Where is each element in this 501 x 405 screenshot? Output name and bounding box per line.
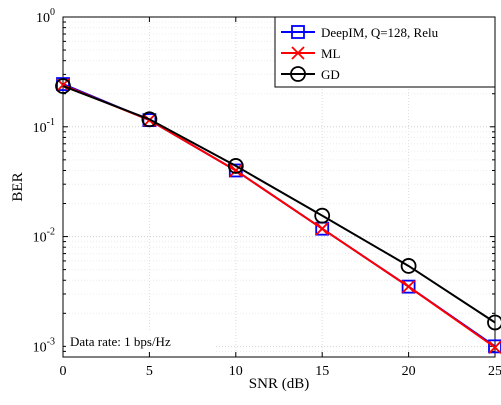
series-line <box>62 83 496 348</box>
x-marker <box>291 46 305 60</box>
legend: DeepIM, Q=128, Relu ML GD <box>274 16 496 88</box>
square-marker <box>291 25 305 39</box>
axis-ticks: 0 5 10 15 20 25 10-3 10-2 10-1 100 <box>33 7 501 379</box>
annotation-text: Data rate: 1 bps/Hz <box>70 334 171 349</box>
circle-marker <box>290 66 306 82</box>
x-marker <box>229 163 243 178</box>
x-tick-label: 5 <box>146 364 153 379</box>
x-tick-label: 0 <box>60 364 67 379</box>
series-line <box>62 84 496 349</box>
annotation-box <box>66 332 216 352</box>
circle-marker <box>400 258 417 274</box>
x-tick-label: 10 <box>229 364 243 379</box>
circle-marker <box>314 207 331 224</box>
series-x <box>56 78 501 354</box>
legend-label: DeepIM, Q=128, Relu <box>321 25 439 40</box>
x-axis-label: SNR (dB) <box>249 376 309 392</box>
y-tick-label: 10-1 <box>33 117 55 136</box>
x-marker <box>401 279 416 294</box>
x-tick-label: 20 <box>402 364 416 379</box>
x-marker <box>488 340 501 354</box>
circle-marker <box>227 158 244 174</box>
x-tick-label: 15 <box>315 364 329 379</box>
y-axis-label: BER <box>10 172 26 201</box>
series-line <box>62 85 496 324</box>
series <box>55 77 501 354</box>
legend-label: ML <box>321 46 341 61</box>
y-tick-label: 10-2 <box>33 227 55 246</box>
series-square <box>56 77 501 354</box>
y-tick-label: 100 <box>36 7 55 26</box>
legend-label: GD <box>321 67 340 82</box>
x-marker <box>315 222 329 236</box>
square-marker <box>401 279 416 294</box>
circle-marker <box>55 78 71 94</box>
x-tick-label: 25 <box>488 364 501 379</box>
circle-marker <box>141 111 158 128</box>
series-circle <box>55 78 501 331</box>
square-marker <box>488 339 501 354</box>
circle-marker <box>487 314 501 331</box>
y-tick-label: 10-3 <box>33 336 55 355</box>
